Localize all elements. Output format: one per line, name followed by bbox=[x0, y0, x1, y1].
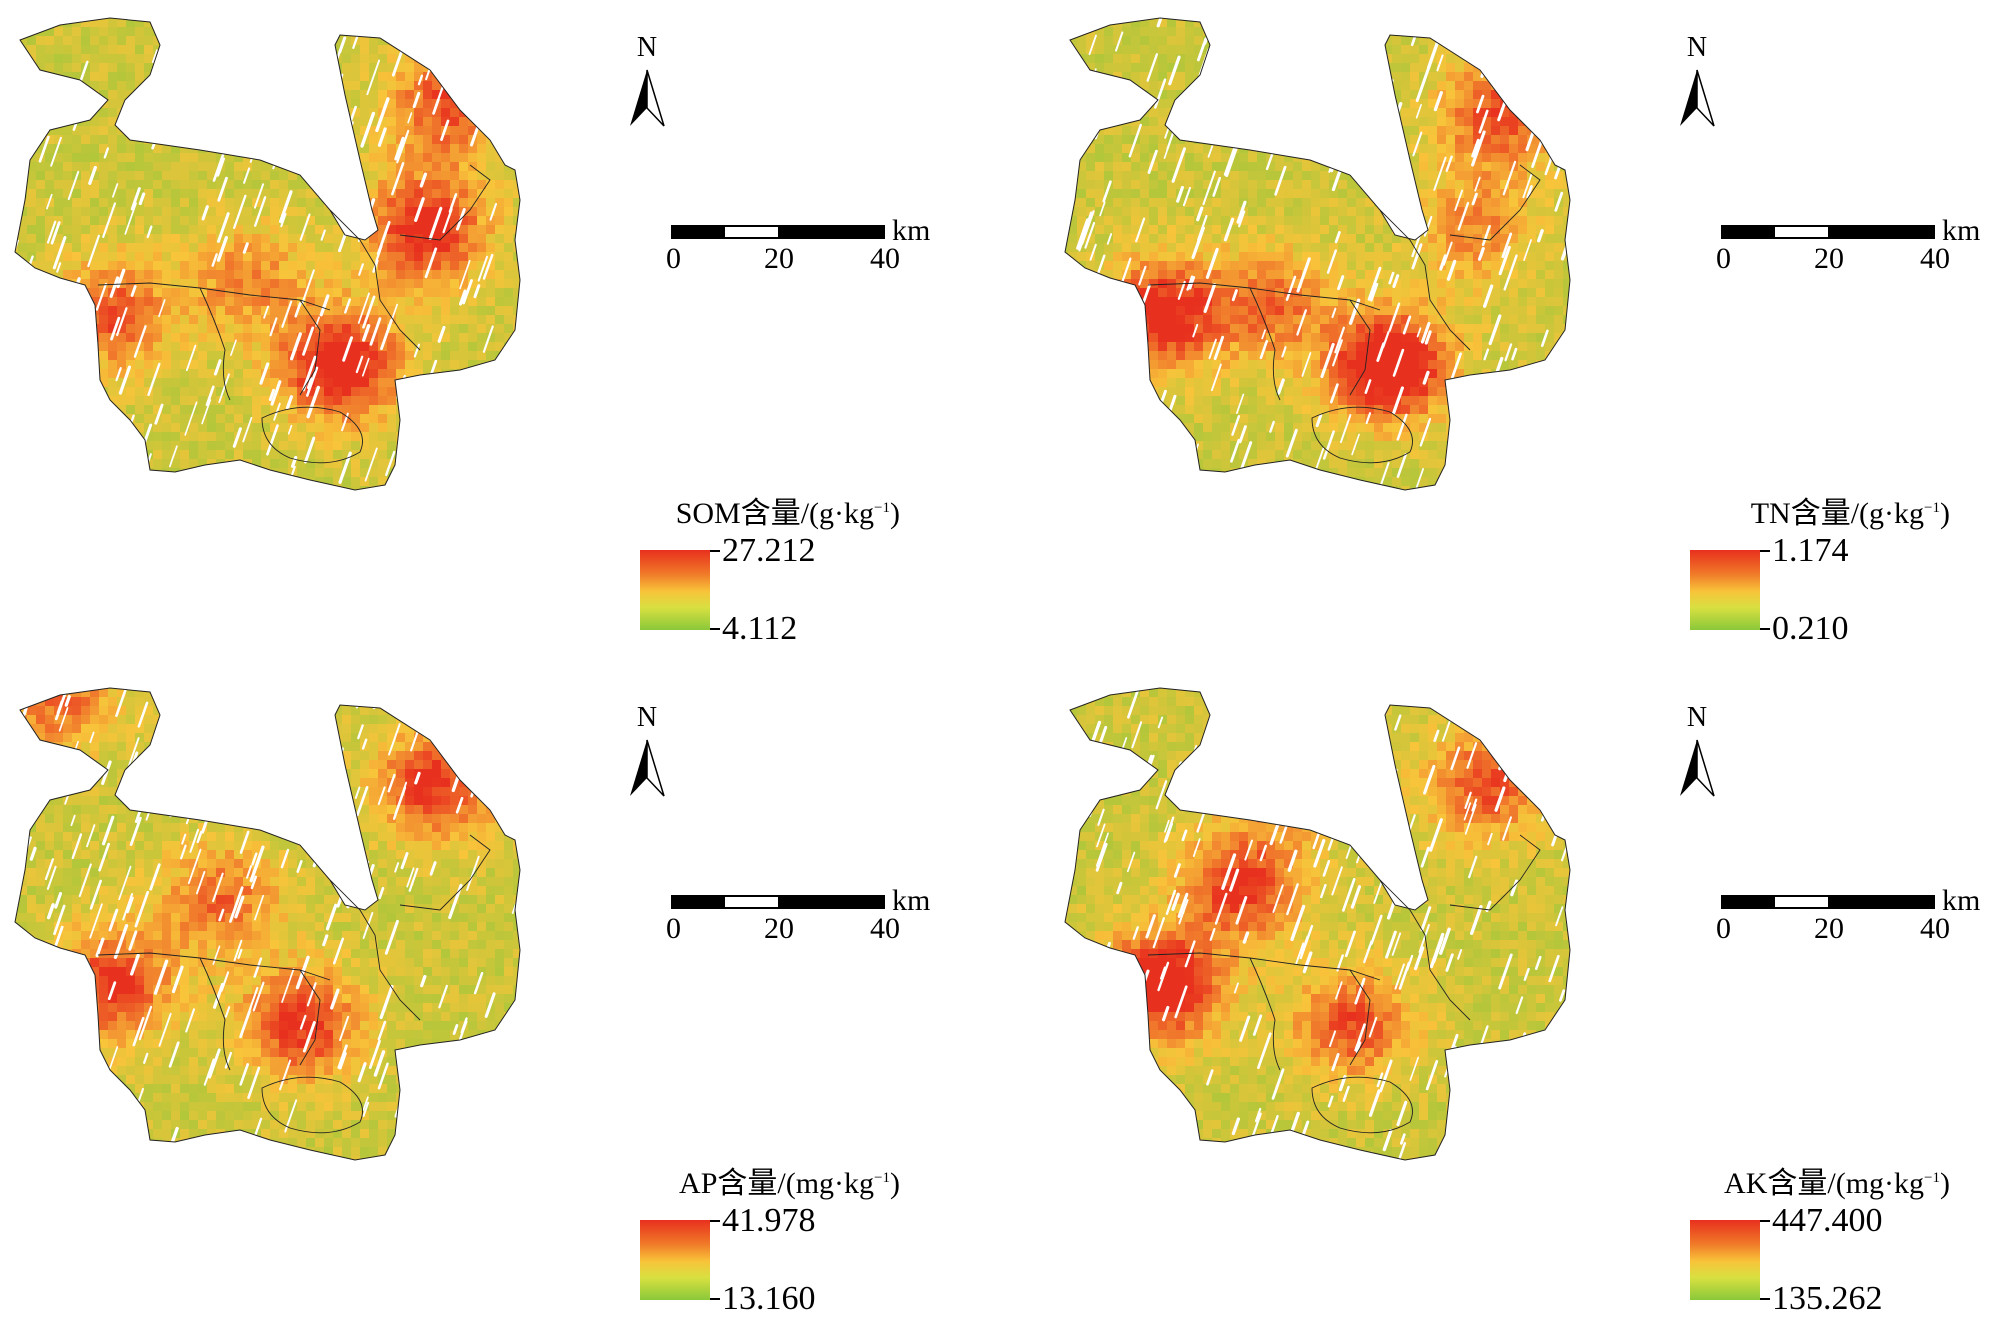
som-scale-label-40: 40 bbox=[870, 242, 900, 275]
tn-legend-max-value: 1.174 bbox=[1772, 532, 1849, 569]
tn-scale-label-20: 20 bbox=[1814, 242, 1844, 275]
ak-scale-label-40: 40 bbox=[1920, 912, 1950, 945]
ap-legend-min-value: 13.160 bbox=[722, 1280, 816, 1317]
tn-legend: TN含量/(g·kg−1) 1.174 0.210 bbox=[1650, 488, 1994, 658]
ap-north-label: N bbox=[636, 702, 658, 733]
som-scale-bar: km 0 20 40 bbox=[666, 216, 950, 280]
ap-legend-tick-min bbox=[710, 1298, 720, 1300]
ak-legend: AK含量/(mg·kg−1) 447.400 135.262 bbox=[1650, 1158, 1994, 1328]
ak-scale-unit: km bbox=[1942, 884, 1981, 917]
som-legend-color-ramp bbox=[640, 550, 710, 630]
tn-scale-unit: km bbox=[1942, 214, 1981, 247]
tn-north-arrow: N bbox=[1672, 32, 1722, 132]
som-legend: SOM含量/(g·kg−1) 27.212 4.112 bbox=[600, 488, 1040, 658]
ak-scale-bar: km 0 20 40 bbox=[1716, 886, 1994, 950]
tn-legend-color-ramp bbox=[1690, 550, 1760, 630]
som-legend-min-value: 4.112 bbox=[722, 610, 798, 647]
som-legend-tick-min bbox=[710, 628, 720, 630]
tn-legend-tick-min bbox=[1760, 628, 1770, 630]
tn-legend-tick-max bbox=[1760, 550, 1770, 552]
tn-scale-bar-graphic bbox=[1721, 225, 1935, 239]
ak-scale-label-0: 0 bbox=[1716, 912, 1731, 945]
tn-scale-label-40: 40 bbox=[1920, 242, 1950, 275]
ap-legend-color-ramp bbox=[640, 1220, 710, 1300]
som-soil-map bbox=[14, 17, 521, 491]
ap-scale-bar: km 0 20 40 bbox=[666, 886, 950, 950]
som-scale-unit: km bbox=[892, 214, 931, 247]
ak-legend-max-value: 447.400 bbox=[1772, 1202, 1883, 1239]
ak-north-label: N bbox=[1686, 702, 1708, 733]
ak-scale-bar-graphic bbox=[1721, 895, 1935, 909]
som-legend-title: SOM含量/(g·kg−1) bbox=[675, 497, 900, 530]
ak-soil-map bbox=[1064, 687, 1571, 1161]
ap-scale-label-0: 0 bbox=[666, 912, 681, 945]
ak-legend-tick-min bbox=[1760, 1298, 1770, 1300]
tn-legend-title: TN含量/(g·kg−1) bbox=[1750, 497, 1950, 530]
som-legend-max-value: 27.212 bbox=[722, 532, 816, 569]
tn-soil-map bbox=[1064, 17, 1571, 491]
ap-north-arrow: N bbox=[622, 702, 672, 802]
ak-legend-min-value: 135.262 bbox=[1772, 1280, 1883, 1317]
ap-scale-label-40: 40 bbox=[870, 912, 900, 945]
som-north-arrow: N bbox=[622, 32, 672, 132]
ap-scale-unit: km bbox=[892, 884, 931, 917]
som-scale-label-0: 0 bbox=[666, 242, 681, 275]
ap-north-arrow-icon bbox=[630, 739, 665, 797]
ap-scale-bar-graphic bbox=[671, 895, 885, 909]
ak-north-arrow-icon bbox=[1680, 739, 1715, 797]
tn-north-label: N bbox=[1686, 32, 1708, 63]
tn-north-arrow-icon bbox=[1680, 69, 1715, 127]
som-north-arrow-icon bbox=[630, 69, 665, 127]
tn-legend-min-value: 0.210 bbox=[1772, 610, 1849, 647]
som-north-label: N bbox=[636, 32, 658, 63]
ak-legend-color-ramp bbox=[1690, 1220, 1760, 1300]
som-scale-label-20: 20 bbox=[764, 242, 794, 275]
ap-soil-map bbox=[14, 687, 521, 1161]
ak-north-arrow: N bbox=[1672, 702, 1722, 802]
tn-scale-label-0: 0 bbox=[1716, 242, 1731, 275]
som-legend-tick-max bbox=[710, 550, 720, 552]
ak-scale-label-20: 20 bbox=[1814, 912, 1844, 945]
ap-legend: AP含量/(mg·kg−1) 41.978 13.160 bbox=[600, 1158, 1040, 1328]
tn-scale-bar: km 0 20 40 bbox=[1716, 216, 1994, 280]
ap-legend-title: AP含量/(mg·kg−1) bbox=[679, 1167, 900, 1200]
som-scale-bar-graphic bbox=[671, 225, 885, 239]
ap-legend-tick-max bbox=[710, 1220, 720, 1222]
ap-scale-label-20: 20 bbox=[764, 912, 794, 945]
ap-legend-max-value: 41.978 bbox=[722, 1202, 816, 1239]
ak-legend-tick-max bbox=[1760, 1220, 1770, 1222]
ak-legend-title: AK含量/(mg·kg−1) bbox=[1724, 1167, 1950, 1200]
